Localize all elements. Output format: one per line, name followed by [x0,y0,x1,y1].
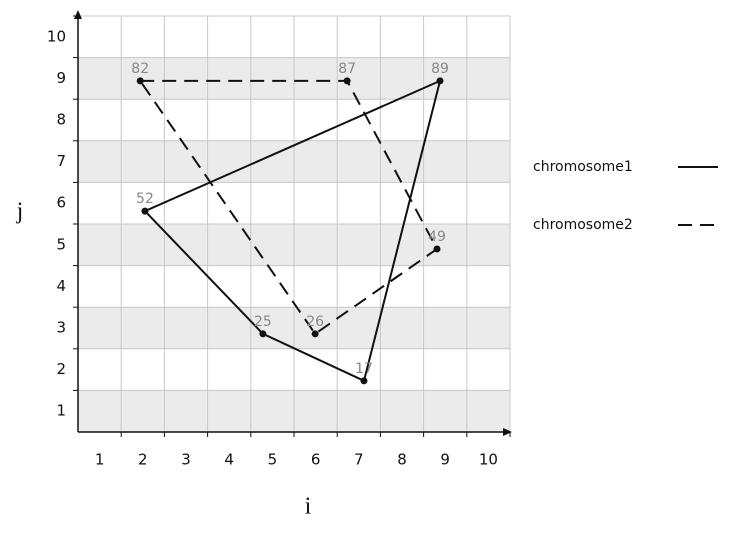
legend-label: chromosome1 [533,159,633,175]
x-tick-label: 10 [479,451,498,469]
y-tick-label: 10 [47,27,66,45]
y-tick-label: 3 [56,319,66,337]
point [311,330,319,338]
point-label: 82 [131,61,149,77]
x-tick-label: 6 [311,451,321,469]
point-label: 17 [355,361,373,377]
point-label: 87 [338,61,356,77]
point-label: 89 [431,61,449,77]
y-tick-label: 4 [56,277,66,295]
x-tick-label: 1 [95,451,105,469]
x-arrow [503,428,512,436]
route-line [139,79,439,336]
y-tick-label: 9 [56,69,66,87]
point [343,77,351,85]
x-tick-label: 5 [268,451,278,469]
y-axis-title: j [16,199,24,225]
y-tick-label: 6 [56,194,66,212]
point-label: 52 [136,191,154,207]
x-tick-label: 9 [440,451,450,469]
point [360,377,368,385]
x-tick-label: 3 [181,451,191,469]
x-tick-label: 4 [224,451,234,469]
legend-label: chromosome2 [533,217,633,233]
point-label: 49 [428,229,446,245]
y-tick-label: 2 [56,360,66,378]
y-tick-label: 1 [56,402,66,420]
x-tick-label: 2 [138,451,148,469]
point [136,77,144,85]
y-tick-label: 5 [56,235,66,253]
y-arrow [74,10,82,19]
y-tick-label: 8 [56,111,66,129]
point [259,330,267,338]
point [141,207,149,215]
point [436,77,444,85]
point [433,245,441,253]
y-tick-label: 7 [56,152,66,170]
point-label: 26 [306,314,324,330]
x-tick-label: 7 [354,451,364,469]
point-label: 25 [254,314,272,330]
x-axis-title: i [305,494,312,520]
x-tick-label: 8 [397,451,407,469]
